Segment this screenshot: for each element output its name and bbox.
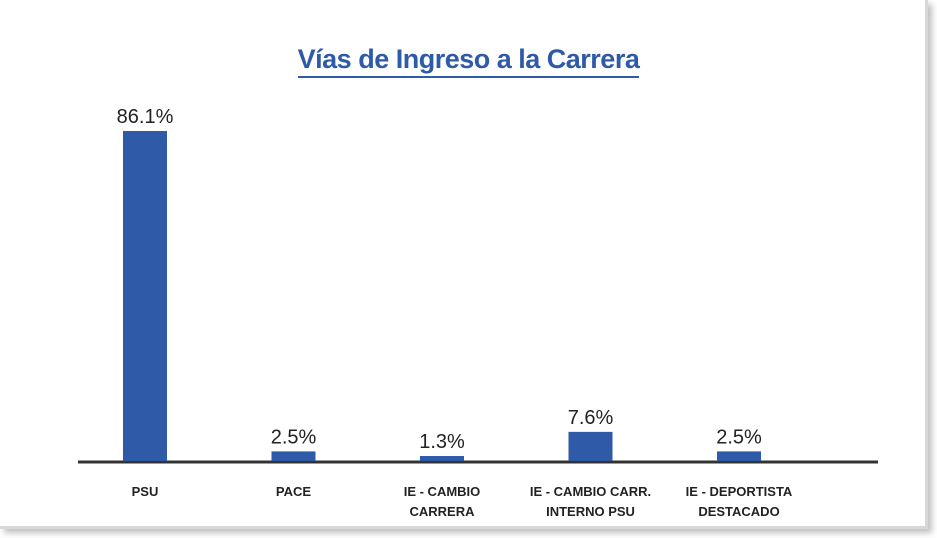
x-tick-label: IE - CAMBIO CARR. INTERNO PSU (529, 484, 652, 519)
bar (123, 131, 167, 461)
x-tick-label: PSU (131, 484, 159, 499)
bar (717, 451, 761, 461)
value-label: 86.1% (117, 106, 174, 128)
value-label: 7.6% (568, 407, 614, 429)
bar (420, 456, 464, 461)
chart-title: Vías de Ingreso a la Carrera (297, 44, 640, 78)
x-tick-label: IE - CAMBIO CARRERA (403, 484, 481, 519)
bar (568, 431, 613, 461)
title-box: Vías de Ingreso a la Carrera (0, 44, 937, 78)
x-tick-label: PACE (275, 484, 312, 499)
bar (271, 451, 316, 461)
x-tick-label: IE - DEPORTISTA DESTACADO (685, 484, 793, 519)
value-label: 2.5% (716, 426, 762, 448)
value-label: 2.5% (271, 426, 317, 448)
value-label: 1.3% (419, 431, 465, 453)
